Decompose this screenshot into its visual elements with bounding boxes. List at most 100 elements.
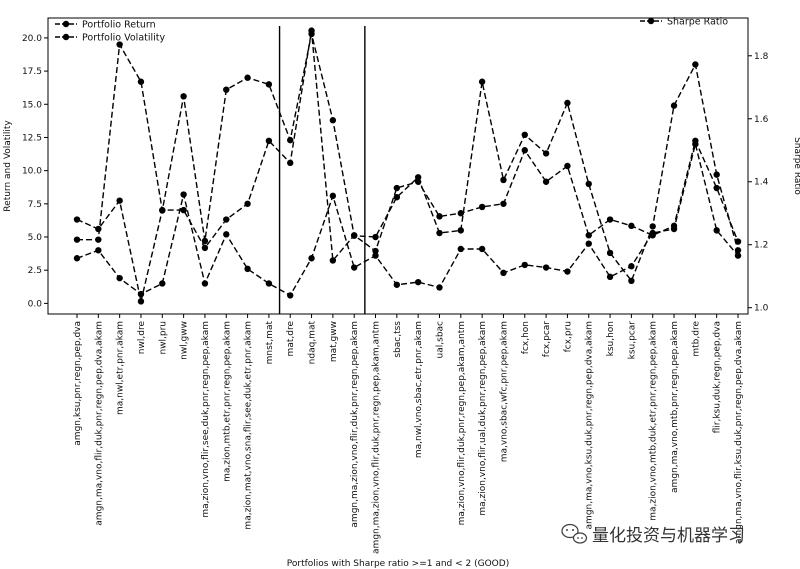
legend-label: Portfolio Return xyxy=(82,20,156,31)
series-1-point xyxy=(73,236,81,243)
x-tick-label: ma,zion,vno,mtb,duk,etr,pnr,regn,pep,aka… xyxy=(649,321,659,521)
series-2-point xyxy=(713,227,720,234)
x-tick-label: ndaq,mat xyxy=(308,321,318,365)
series-1-point xyxy=(244,74,251,81)
series-2-point xyxy=(585,240,592,247)
series-2-point xyxy=(159,280,166,287)
x-tick-label: amgn,ma,zion,vno,flir,duk,pnr,regn,pep,a… xyxy=(372,321,382,554)
x-tick-label: ma,nwl,vno,sbac,etr,pnr,akam xyxy=(414,321,424,458)
x-tick-label: ma,zion,vno,flir,duk,pnr,regn,pep,akam,a… xyxy=(457,321,467,525)
series-2-point xyxy=(542,264,550,271)
series-3-point xyxy=(372,247,379,255)
series-2-point xyxy=(478,245,486,253)
series-layer xyxy=(73,27,742,305)
series-3-point xyxy=(713,184,720,192)
series-2-point xyxy=(372,252,379,259)
y-tick-label: 20.0 xyxy=(22,34,42,44)
y2-tick-label: 1.8 xyxy=(754,52,769,62)
watermark: 量化投资与机器学习 xyxy=(561,523,745,546)
series-1-point xyxy=(180,93,187,100)
series-3-point xyxy=(670,222,678,230)
x-tick-label: nwl,gww xyxy=(180,321,190,360)
series-2-point xyxy=(436,284,443,291)
series-3-point xyxy=(542,178,550,185)
series-3-point xyxy=(116,197,123,204)
plot-frame xyxy=(47,17,749,315)
x-tick-label: flir,ksu,duk,regn,pep,dva xyxy=(713,321,723,433)
series-3-point xyxy=(287,159,294,167)
series-1-point xyxy=(201,237,209,245)
x-tick-label: mtb,dre xyxy=(691,321,701,357)
x-tick-label: ma,zion,vno,flir,ual,duk,pnr,regn,pep,ak… xyxy=(478,321,488,516)
x-tick-label: mat,gww xyxy=(329,321,339,362)
series-1-point xyxy=(670,102,678,109)
x-tick-label: fcx,hon xyxy=(521,321,531,354)
series-2-point xyxy=(414,278,422,286)
series-3-point xyxy=(201,244,209,252)
series-1-point xyxy=(457,227,465,234)
series-1-point xyxy=(95,236,102,243)
x-tick-label: nwl,dre xyxy=(137,321,147,355)
x-tick-label: ma,vno,sbac,wfc,pnr,pep,akam xyxy=(499,321,509,462)
series-2-point xyxy=(500,269,507,277)
x-tick-label: amgn,ma,vno,flir,duk,pnr,regn,pep,dva,ak… xyxy=(94,321,104,526)
series-2-point xyxy=(734,252,742,259)
series-2-point xyxy=(457,245,465,253)
series-1-point xyxy=(606,249,614,257)
series-3-point xyxy=(734,238,742,245)
y-tick-label: 7.5 xyxy=(28,200,42,210)
series-2-line xyxy=(76,143,739,297)
legend-marker xyxy=(647,17,655,25)
series-1-line xyxy=(77,33,739,283)
series-1-point xyxy=(585,180,592,188)
series-2-point xyxy=(223,231,230,238)
series-3-point xyxy=(265,137,273,145)
vertical-markers xyxy=(278,26,366,314)
series-1-point xyxy=(137,78,145,85)
series-2-point xyxy=(350,264,358,271)
series-1-point xyxy=(223,86,230,93)
legend-label: Portfolio Volatility xyxy=(82,33,166,44)
series-1-point xyxy=(649,223,656,230)
x-tick-label: ma,nwl,etr,pnr,akam xyxy=(116,321,126,415)
x-axis-title: Portfolios with Sharpe ratio >=1 and < 2… xyxy=(287,559,509,569)
series-3-point xyxy=(564,162,571,170)
y2-tick-label: 1.6 xyxy=(754,115,769,125)
series-2-point xyxy=(287,292,294,299)
series-1-point xyxy=(478,78,486,85)
series-3-point xyxy=(628,222,635,230)
y-tick-label: 10.0 xyxy=(22,167,42,177)
series-1-point xyxy=(564,99,571,107)
series-3-point xyxy=(180,206,187,214)
series-3-point xyxy=(457,210,465,217)
series-3-point xyxy=(692,137,699,145)
series-2-point xyxy=(521,261,528,269)
y2-tick-label: 1.4 xyxy=(754,178,769,188)
series-3-point xyxy=(223,216,230,223)
series-1-point xyxy=(372,233,379,241)
left-axis: 0.0 2.5 5.0 7.5 10.0 12.5 15.0 17.5 20.0 xyxy=(22,34,48,309)
x-tick-label: fcx,pru xyxy=(563,321,573,352)
series-3-point xyxy=(606,216,614,223)
series-3-point xyxy=(585,232,592,239)
legend-right: Sharpe Ratio xyxy=(640,17,728,28)
y-tick-label: 15.0 xyxy=(22,100,42,110)
series-1-point xyxy=(329,117,337,124)
series-2-point xyxy=(606,273,614,281)
x-tick-label: amgn,ma,vno,flir,ksu,duk,pnr,regn,pep,dv… xyxy=(734,321,744,544)
series-1-point xyxy=(414,174,422,181)
series-2-point xyxy=(393,281,401,288)
series-1-point xyxy=(436,229,443,237)
series-2-point xyxy=(180,191,187,198)
series-1-point xyxy=(542,150,550,157)
series-1-point xyxy=(628,277,635,285)
series-2-point xyxy=(308,255,315,262)
series-3-point xyxy=(649,232,656,239)
x-tick-label: ma,zion,mtb,etr,pnr,regn,pep,akam xyxy=(222,321,232,482)
series-2-point xyxy=(329,192,337,200)
series-2-point xyxy=(564,268,571,275)
x-tick-label: sbac,tss xyxy=(393,321,403,358)
right-axis: 1.0 1.2 1.4 1.6 1.8 xyxy=(748,52,769,314)
x-tick-label: mat,dre xyxy=(286,321,296,357)
series-2-point xyxy=(265,280,273,287)
